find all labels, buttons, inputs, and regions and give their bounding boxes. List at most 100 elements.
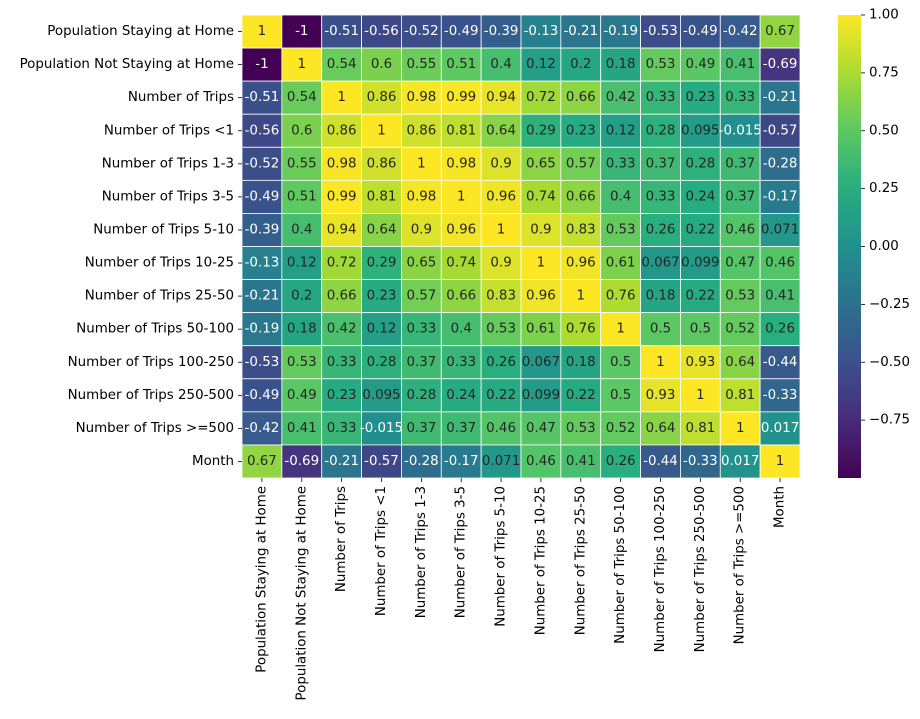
heatmap-cell-label: 0.67 bbox=[765, 24, 795, 39]
heatmap-cell-label: 0.53 bbox=[606, 222, 636, 237]
heatmap-cell-label: 0.61 bbox=[526, 322, 556, 337]
heatmap-cell bbox=[520, 312, 562, 347]
heatmap-cell-label: 0.4 bbox=[490, 57, 511, 72]
heatmap-cell-label: 0.65 bbox=[406, 256, 436, 271]
heatmap-cell-label: 1 bbox=[736, 421, 745, 436]
heatmap-cell bbox=[520, 14, 562, 49]
heatmap-cell-label: 0.42 bbox=[327, 322, 357, 337]
heatmap-cell-label: 1 bbox=[776, 454, 785, 469]
heatmap-cell-label: 0.81 bbox=[367, 189, 397, 204]
heatmap-cell bbox=[719, 312, 761, 347]
heatmap-cell bbox=[680, 246, 721, 280]
heatmap-cell-label: 0.29 bbox=[367, 256, 397, 271]
heatmap-cell bbox=[440, 312, 482, 347]
heatmap-cell-label: -0.21 bbox=[324, 454, 359, 469]
heatmap-cell bbox=[401, 246, 442, 280]
heatmap-cell-label: 0.5 bbox=[690, 322, 711, 337]
heatmap-cell bbox=[640, 345, 681, 380]
row-label: Number of Trips 250-500 bbox=[68, 388, 234, 403]
heatmap-cell-label: -0.69 bbox=[284, 454, 319, 469]
heatmap-cell bbox=[480, 213, 522, 247]
heatmap-cell bbox=[719, 444, 761, 479]
heatmap-cell-label: 0.24 bbox=[685, 189, 715, 204]
heatmap-cell-label: 0.41 bbox=[725, 57, 755, 72]
heatmap-cell bbox=[759, 113, 801, 148]
heatmap-cell-label: 0.28 bbox=[685, 156, 715, 171]
heatmap-cell bbox=[401, 179, 442, 214]
heatmap-cell-label: 0.9 bbox=[411, 222, 432, 237]
row-label: Number of Trips <1 bbox=[104, 123, 234, 138]
heatmap-cell bbox=[600, 14, 641, 49]
heatmap-cell-label: 1 bbox=[258, 24, 267, 39]
heatmap-cell-label: -1 bbox=[255, 57, 268, 72]
heatmap-cell-label: 0.37 bbox=[406, 355, 436, 370]
heatmap-cell-label: 1 bbox=[577, 289, 586, 304]
heatmap-cell bbox=[480, 345, 522, 380]
heatmap-cell-label: 0.96 bbox=[526, 289, 556, 304]
heatmap-cell bbox=[401, 146, 442, 181]
heatmap-cell bbox=[560, 312, 602, 347]
heatmap-cell-label: 0.23 bbox=[685, 90, 715, 105]
heatmap-cell-label: 0.57 bbox=[566, 156, 596, 171]
heatmap-cell-label: 0.72 bbox=[526, 90, 556, 105]
heatmap-cell bbox=[401, 444, 442, 479]
heatmap-cell bbox=[560, 246, 602, 280]
heatmap-cell bbox=[680, 80, 721, 115]
heatmap-cell-label: -0.13 bbox=[245, 256, 280, 271]
heatmap-cell-label: 0.9 bbox=[530, 222, 551, 237]
heatmap-cell-label: 1 bbox=[417, 156, 426, 171]
heatmap-cell-label: -0.33 bbox=[763, 388, 798, 403]
heatmap-cell bbox=[440, 444, 482, 479]
heatmap-cell bbox=[680, 146, 721, 181]
colorbar-tick-label: 1.00 bbox=[869, 8, 899, 23]
heatmap-cell bbox=[480, 279, 522, 314]
heatmap-cell-label: 0.64 bbox=[486, 123, 516, 138]
heatmap-cell-label: -1 bbox=[295, 24, 308, 39]
heatmap-cell-label: 0.099 bbox=[681, 256, 719, 271]
heatmap-cell bbox=[640, 113, 681, 148]
heatmap-cell-label: 0.017 bbox=[761, 421, 799, 436]
heatmap-cell-label: 0.99 bbox=[327, 189, 357, 204]
heatmap-cell-label: 0.86 bbox=[367, 156, 397, 171]
heatmap-cell-label: 0.67 bbox=[247, 454, 277, 469]
heatmap-cell-label: 0.071 bbox=[761, 222, 799, 237]
heatmap-cell-label: 0.76 bbox=[606, 289, 636, 304]
heatmap-cell bbox=[600, 411, 641, 446]
heatmap-cell-label: 0.095 bbox=[681, 123, 719, 138]
heatmap-cell-label: 0.18 bbox=[566, 355, 596, 370]
heatmap-cell-label: -0.33 bbox=[683, 454, 718, 469]
heatmap-cell bbox=[680, 179, 721, 214]
colorbar: 1.00 0.75 0.50 0.25 0.00 −0.25 −0.50 −0.75 bbox=[838, 8, 910, 478]
heatmap-cell-label: 0.64 bbox=[646, 421, 676, 436]
heatmap-cell-label: -0.28 bbox=[404, 454, 439, 469]
col-label: Number of Trips 1-3 bbox=[414, 486, 429, 618]
heatmap-cell bbox=[440, 179, 482, 214]
heatmap-cell-label: -0.57 bbox=[763, 123, 798, 138]
heatmap-cell-label: 0.26 bbox=[606, 454, 636, 469]
heatmap-cell-label: -0.52 bbox=[245, 156, 280, 171]
heatmap-cell-label: 1 bbox=[497, 222, 506, 237]
heatmap-cell-label: 0.47 bbox=[526, 421, 556, 436]
col-label: Population Not Staying at Home bbox=[294, 486, 309, 700]
heatmap-cell bbox=[361, 213, 402, 247]
heatmap-cell-label: -0.56 bbox=[245, 123, 280, 138]
heatmap-cell-label: 1 bbox=[377, 123, 386, 138]
heatmap-cell bbox=[680, 113, 721, 148]
heatmap-row-labels: Population Staying at Home Population Not… bbox=[20, 24, 242, 469]
heatmap-cell-label: 0.81 bbox=[446, 123, 476, 138]
heatmap-cell-label: 0.33 bbox=[646, 189, 676, 204]
heatmap-cell bbox=[321, 47, 362, 82]
heatmap-cell-label: 0.26 bbox=[486, 355, 516, 370]
heatmap-cell-label: 0.81 bbox=[725, 388, 755, 403]
heatmap-cell-label: 1 bbox=[656, 355, 665, 370]
heatmap-cell bbox=[480, 378, 522, 413]
heatmap-cell-label: 0.18 bbox=[646, 289, 676, 304]
heatmap-cell-label: 0.12 bbox=[367, 322, 397, 337]
heatmap-cell bbox=[520, 345, 562, 380]
heatmap-cell bbox=[560, 113, 602, 148]
heatmap-cell-label: 0.65 bbox=[526, 156, 556, 171]
heatmap-cell-label: 0.33 bbox=[327, 421, 357, 436]
heatmap-cell-label: 0.29 bbox=[526, 123, 556, 138]
heatmap-cell-label: 0.23 bbox=[327, 388, 357, 403]
